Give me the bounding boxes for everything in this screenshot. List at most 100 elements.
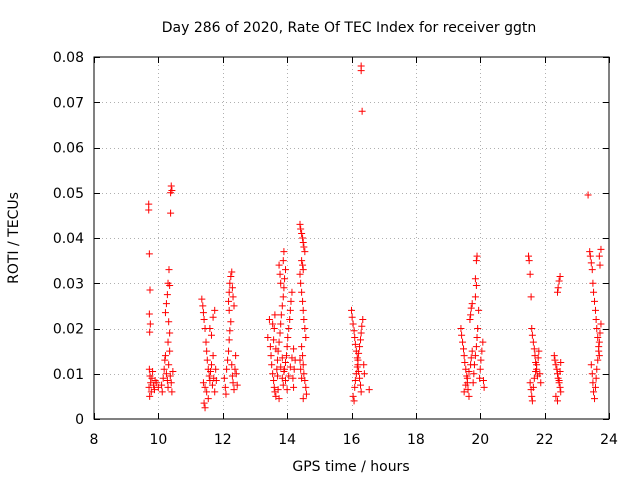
data-point: [473, 334, 481, 342]
data-point: [276, 270, 284, 278]
data-point: [286, 363, 294, 371]
data-point: [145, 383, 153, 391]
data-point: [351, 334, 359, 342]
data-point: [591, 297, 599, 305]
data-point: [296, 356, 304, 364]
data-point: [220, 374, 228, 382]
data-point: [300, 370, 308, 378]
data-point: [350, 397, 358, 405]
data-point: [597, 245, 605, 253]
data-point: [302, 383, 310, 391]
data-point: [227, 318, 235, 326]
data-point: [201, 404, 209, 412]
data-point: [461, 358, 469, 366]
grid: [94, 57, 609, 419]
data-point: [299, 239, 307, 247]
data-point: [221, 383, 229, 391]
y-tick-label: 0.02: [53, 322, 84, 338]
data-point: [273, 356, 281, 364]
data-point: [526, 379, 534, 387]
data-point: [351, 377, 359, 385]
data-point: [162, 300, 170, 308]
data-point: [479, 338, 487, 346]
y-tick-label: 0.05: [53, 186, 84, 202]
data-point: [527, 293, 535, 301]
data-point: [526, 270, 534, 278]
data-point: [589, 379, 597, 387]
data-point: [164, 338, 172, 346]
data-point: [206, 377, 214, 385]
data-point: [529, 383, 537, 391]
data-point: [466, 315, 474, 323]
data-point: [530, 374, 538, 382]
data-point: [477, 356, 485, 364]
data-point: [595, 252, 603, 260]
data-point: [211, 306, 219, 314]
data-point: [301, 325, 309, 332]
data-point: [298, 288, 306, 296]
data-point: [163, 377, 171, 385]
data-point: [145, 250, 153, 258]
data-point: [282, 352, 290, 360]
data-point: [471, 352, 479, 360]
y-tick-label: 0.08: [53, 50, 84, 66]
data-point: [551, 356, 559, 364]
data-point: [357, 336, 365, 344]
data-point: [222, 390, 230, 398]
x-axis-label: GPS time / hours: [292, 459, 409, 475]
data-point: [230, 386, 238, 394]
data-point: [595, 352, 603, 360]
data-point: [225, 297, 233, 305]
data-point: [552, 361, 560, 369]
data-point: [277, 311, 285, 319]
data-point: [276, 329, 284, 337]
data-point: [209, 352, 217, 360]
data-point: [163, 291, 171, 299]
y-tick-label: 0.03: [53, 276, 84, 292]
data-point: [299, 352, 307, 360]
data-point: [592, 374, 600, 382]
data-point: [554, 288, 561, 296]
data-point: [228, 372, 236, 380]
data-point: [207, 331, 215, 339]
data-point: [165, 361, 173, 369]
data-point: [299, 361, 307, 369]
data-point: [146, 286, 154, 294]
data-point: [557, 358, 565, 366]
data-point: [199, 302, 207, 310]
data-point: [297, 225, 305, 233]
data-point: [476, 365, 484, 373]
data-point: [299, 297, 307, 305]
data-point: [229, 293, 237, 301]
data-point: [166, 329, 174, 337]
data-point: [360, 361, 368, 369]
data-point: [228, 268, 236, 276]
data-point: [474, 325, 482, 332]
data-point: [300, 243, 308, 251]
data-point: [290, 383, 298, 391]
data-point: [591, 383, 599, 391]
data-point: [200, 399, 208, 407]
data-point: [584, 191, 592, 199]
data-point: [282, 377, 290, 385]
chart-title: Day 286 of 2020, Rate Of TEC Index for r…: [162, 20, 537, 36]
x-tick-label: 16: [343, 432, 361, 448]
data-point: [287, 297, 295, 305]
data-point: [554, 397, 561, 405]
data-point: [556, 383, 564, 391]
data-point: [349, 392, 357, 400]
data-point: [283, 386, 291, 394]
data-point: [227, 272, 235, 280]
data-point: [596, 261, 604, 269]
data-point: [280, 248, 288, 256]
data-point: [351, 383, 359, 391]
data-point: [528, 392, 536, 400]
data-point: [536, 370, 544, 378]
data-point: [161, 352, 169, 360]
data-point: [203, 388, 211, 396]
data-point: [534, 354, 542, 362]
y-tick-label: 0.04: [53, 231, 84, 247]
data-point: [283, 343, 291, 351]
data-point: [469, 379, 477, 387]
data-point: [146, 320, 154, 328]
